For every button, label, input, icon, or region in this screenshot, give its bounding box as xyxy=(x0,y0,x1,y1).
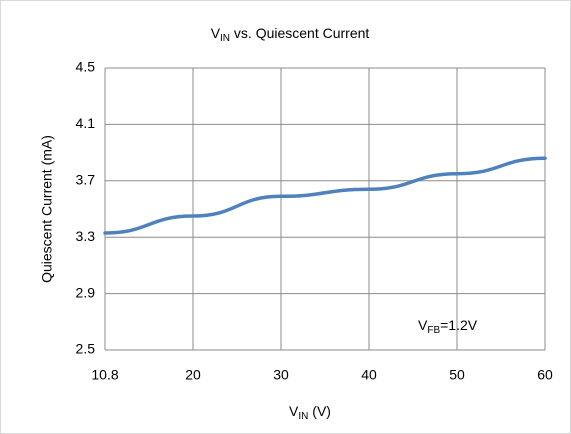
y-tick-label: 2.5 xyxy=(76,341,96,357)
x-tick-label: 50 xyxy=(449,367,465,383)
chart-title: VIN vs. Quiescent Current xyxy=(211,25,370,44)
y-tick-label: 4.1 xyxy=(76,115,96,131)
x-tick-label: 30 xyxy=(273,367,289,383)
y-axis-label: Quiescent Current (mA) xyxy=(39,135,55,283)
y-tick-label: 3.7 xyxy=(76,172,96,188)
x-tick-label: 20 xyxy=(185,367,201,383)
y-tick-label: 3.3 xyxy=(76,228,96,244)
y-tick-label: 2.9 xyxy=(76,284,96,300)
x-tick-label: 40 xyxy=(361,367,377,383)
data-line xyxy=(103,156,547,235)
x-tick-label: 10.8 xyxy=(91,367,118,383)
annotation: VFB=1.2V xyxy=(418,317,478,336)
y-tick-label: 4.5 xyxy=(76,59,96,75)
x-axis-label: VIN (V) xyxy=(289,403,331,422)
x-tick-label: 60 xyxy=(537,367,553,383)
